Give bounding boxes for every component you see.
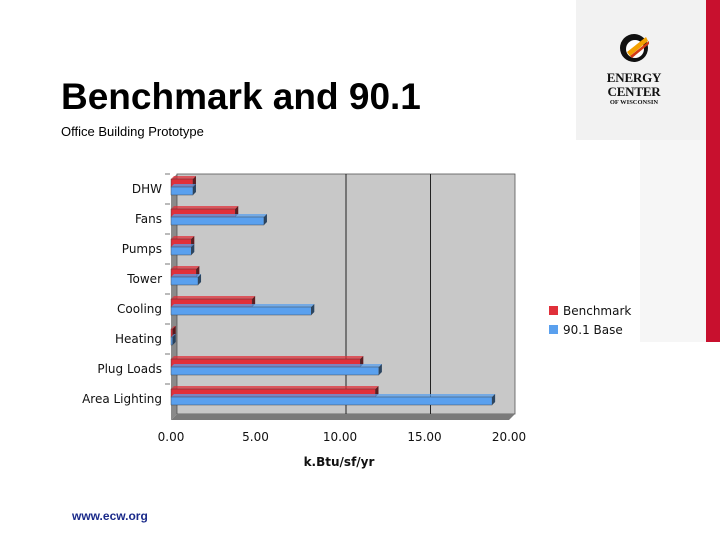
page-subtitle: Office Building Prototype [61, 124, 204, 139]
category-label-cooling: Cooling [117, 302, 162, 316]
bar-benchmark-cooling [170, 296, 256, 308]
bar-front-face [170, 276, 199, 286]
category-label-dhw: DHW [132, 182, 162, 196]
bar-end-face [172, 334, 176, 345]
bar-90-1-base-tower [170, 274, 202, 286]
logo-subname: OF WISCONSIN [609, 99, 659, 106]
category-label-heating: Heating [115, 332, 162, 346]
logo-mark-icon [620, 34, 649, 62]
x-tick-label: 20.00 [492, 430, 526, 444]
bar-top-face [171, 244, 195, 247]
page-title: Benchmark and 90.1 [61, 76, 421, 117]
bar-top-face [171, 206, 239, 209]
bar-top-face [171, 356, 364, 359]
x-tick-label: 0.00 [158, 430, 185, 444]
bar-front-face [170, 306, 312, 316]
bar-end-face [311, 304, 315, 315]
legend-swatch-benchmark [549, 306, 558, 315]
x-axis-title: k.Btu/sf/yr [304, 455, 375, 469]
energy-center-logo: ENERGY CENTER OF WISCONSIN [580, 32, 688, 107]
bar-top-face [171, 394, 496, 397]
bar-front-face [170, 216, 265, 226]
side-panel [640, 140, 706, 342]
category-label-plug-loads: Plug Loads [97, 362, 162, 376]
legend-label-90-1-base: 90.1 Base [563, 323, 623, 337]
bar-top-face [171, 386, 379, 389]
bar-top-face [171, 304, 315, 307]
bar-benchmark-area-lighting [170, 386, 379, 398]
bar-top-face [171, 296, 256, 299]
bar-end-face [191, 244, 195, 255]
plot-floor [171, 414, 515, 420]
bar-end-face [192, 184, 196, 195]
x-tick-label: 5.00 [242, 430, 269, 444]
bar-end-shade [492, 394, 496, 405]
bar-90-1-base-pumps [170, 244, 195, 256]
bar-90-1-base-dhw [170, 184, 196, 196]
x-tick-label: 10.00 [323, 430, 357, 444]
bar-end-shade [378, 364, 382, 375]
bar-end-face [198, 274, 202, 285]
bar-top-face [171, 176, 196, 179]
bar-end-shade [191, 244, 195, 255]
bar-top-face [171, 214, 267, 217]
bar-top-face [171, 326, 176, 329]
category-label-area-lighting: Area Lighting [82, 392, 162, 406]
category-label-pumps: Pumps [122, 242, 162, 256]
logo-background [576, 0, 706, 140]
bar-top-face [171, 334, 176, 337]
bar-front-face [170, 366, 380, 376]
accent-stripe [706, 0, 720, 342]
bar-top-face [171, 266, 200, 269]
bar-end-shade [311, 304, 315, 315]
bar-top-face [171, 236, 195, 239]
bar-90-1-base-cooling [170, 304, 315, 316]
bar-top-face [171, 274, 202, 277]
bar-front-face [170, 336, 173, 346]
bar-90-1-base-fans [170, 214, 267, 226]
bar-90-1-base-heating [170, 334, 176, 346]
bar-top-face [171, 364, 382, 367]
bar-top-face [171, 184, 196, 187]
category-label-fans: Fans [135, 212, 162, 226]
bar-end-shade [263, 214, 267, 225]
x-tick-label: 15.00 [407, 430, 441, 444]
bar-end-shade [172, 334, 176, 345]
bar-end-shade [198, 274, 202, 285]
legend-label-benchmark: Benchmark [563, 304, 631, 318]
bar-90-1-base-area-lighting [170, 394, 496, 406]
bar-front-face [170, 246, 192, 256]
bar-end-face [263, 214, 267, 225]
bar-end-face [492, 394, 496, 405]
footer-url[interactable]: www.ecw.org [72, 509, 148, 523]
bar-end-face [378, 364, 382, 375]
bar-front-face [170, 186, 194, 196]
logo-name: ENERGY CENTER [606, 70, 662, 99]
category-label-tower: Tower [126, 272, 162, 286]
bar-end-shade [192, 184, 196, 195]
bar-90-1-base-plug-loads [170, 364, 382, 376]
bar-front-face [170, 396, 493, 406]
legend-swatch-90-1-base [549, 325, 558, 334]
